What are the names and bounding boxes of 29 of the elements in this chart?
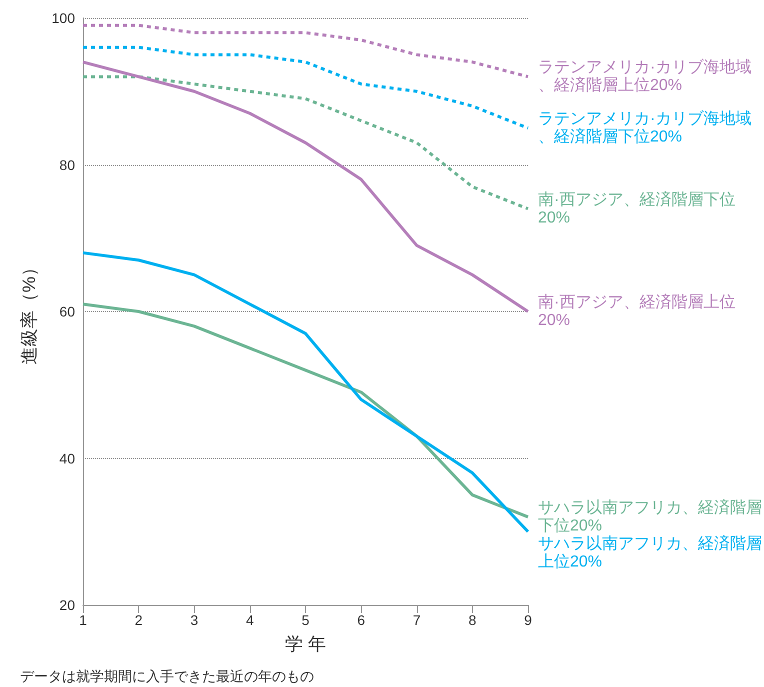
y-tick-label: 60 <box>59 304 76 320</box>
line-series <box>82 60 530 313</box>
x-tick-label: 2 <box>134 612 143 628</box>
x-tick-label: 6 <box>357 612 366 628</box>
line-series <box>82 24 530 78</box>
text: データは就学期間に入手できた最近の年のもの <box>20 668 314 684</box>
line-series <box>82 302 530 518</box>
line-series <box>82 46 530 130</box>
series-label: ラテンアメリカ·カリブ海地域、経済階層下位20% <box>538 110 752 146</box>
series-label: 南·西アジア、経済階層上位20% <box>538 293 736 329</box>
x-tick-label: 8 <box>468 612 476 628</box>
series-label: サハラ以南アフリカ、経済階層上位20% <box>538 534 762 570</box>
series-label: 南·西アジア、経済階層下位20% <box>538 190 736 226</box>
y-axis-title: 進級率（%） <box>19 258 39 365</box>
x-tick-label: 4 <box>246 612 254 628</box>
x-tick-label: 1 <box>79 612 88 628</box>
x-tick-label: 3 <box>190 612 198 628</box>
x-tick-label: 7 <box>412 612 421 628</box>
series-label: サハラ以南アフリカ、経済階層下位20% <box>538 498 762 534</box>
x-axis-title: 学 年 <box>284 634 326 654</box>
y-tick-label: 40 <box>59 450 76 466</box>
x-tick-label: 5 <box>302 612 310 628</box>
line-series <box>82 251 530 534</box>
series-label: ラテンアメリカ·カリブ海地域、経済階層上位20% <box>538 58 752 94</box>
x-tick-label: 9 <box>524 612 532 628</box>
y-tick-label: 80 <box>59 156 76 173</box>
line-series <box>82 75 530 210</box>
y-tick-label: 100 <box>52 10 76 26</box>
y-tick-label: 20 <box>59 597 76 613</box>
